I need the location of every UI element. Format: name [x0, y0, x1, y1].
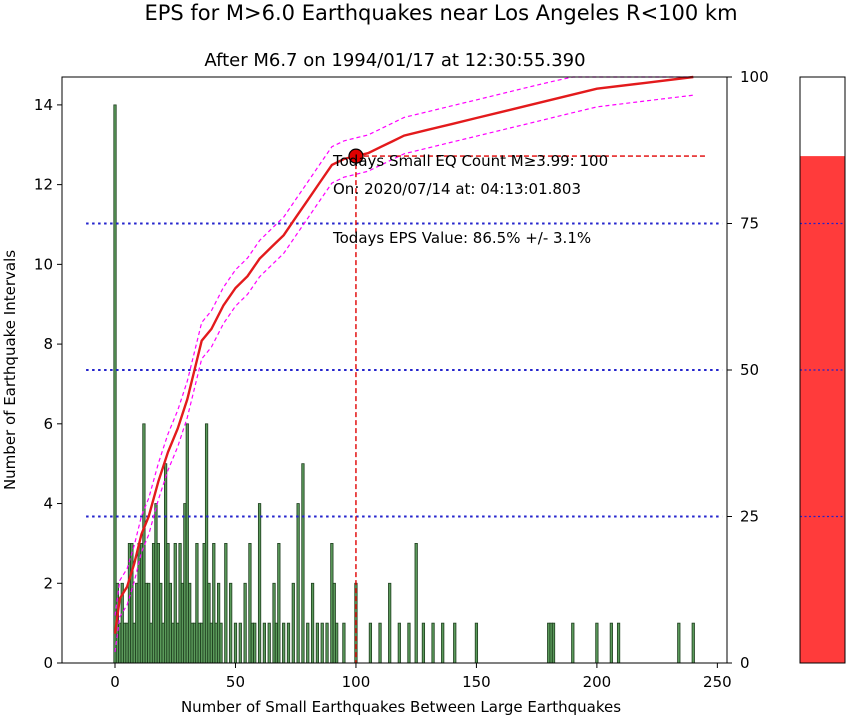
histogram-bar [571, 622, 575, 664]
y-tick-label: 8 [43, 335, 53, 353]
histogram-bar [616, 622, 621, 664]
histogram-bar [368, 622, 373, 664]
eps-gauge [799, 76, 846, 664]
x-tick-label: 0 [110, 673, 120, 691]
annotation-eps: Todays EPS Value: 86.5% +/- 3.1% [332, 229, 591, 247]
y-tick-label: 10 [34, 255, 53, 273]
annotation-date: On: 2020/07/14 at: 04:13:01.803 [333, 180, 581, 198]
current-eps-marker [348, 148, 364, 164]
histogram-bar [441, 622, 445, 664]
histogram-bar [609, 622, 613, 664]
x-tick-label: 200 [583, 673, 612, 691]
histogram-bar [595, 622, 599, 664]
histogram-bar [238, 622, 242, 664]
histogram-bar [233, 622, 238, 664]
histogram-bar [325, 622, 329, 664]
histogram-bar [378, 622, 382, 664]
histogram-bar [296, 503, 300, 664]
histogram-bar [310, 582, 315, 664]
eps-cumulative-curve [113, 75, 694, 634]
histogram-bar [397, 622, 401, 664]
y-axis-label: Number of Earthquake Intervals [1, 250, 19, 490]
chart-subtitle: After M6.7 on 1994/01/17 at 12:30:55.390 [204, 50, 585, 71]
histogram-bar [421, 622, 426, 664]
lower-uncertainty-curve [114, 94, 694, 652]
y2-tick-label: 0 [740, 654, 750, 672]
y-tick-label: 14 [34, 96, 53, 114]
histogram-bar [315, 622, 320, 664]
histogram-bar [219, 622, 223, 664]
histogram-bar [286, 622, 291, 664]
histogram-bar [691, 622, 695, 664]
histogram-bar [267, 622, 271, 664]
histogram-bar [277, 543, 281, 664]
x-tick-label: 50 [226, 673, 245, 691]
chart-title: EPS for M>6.0 Earthquakes near Los Angel… [144, 1, 737, 25]
y-tick-label: 0 [43, 654, 53, 672]
x-tick-label: 150 [462, 673, 491, 691]
y2-tick-label: 75 [740, 215, 759, 233]
y-tick-label: 4 [43, 495, 53, 513]
histogram-bar [414, 543, 418, 664]
y2-tick-label: 25 [740, 508, 759, 526]
histogram-bar [320, 622, 324, 664]
y-tick-label: 12 [34, 176, 53, 194]
histogram-bar [677, 622, 681, 664]
histogram-bar [342, 622, 346, 664]
x-tick-label: 100 [342, 673, 371, 691]
y2-tick-label: 100 [740, 68, 769, 86]
histogram-bar [224, 543, 228, 664]
histogram-bar [551, 622, 556, 664]
histogram-bar [243, 582, 247, 664]
histogram-bar [388, 582, 392, 664]
histogram-bar [407, 622, 411, 664]
histogram-bar [253, 622, 257, 664]
histogram-bar [257, 503, 262, 664]
histogram-bar [113, 104, 117, 664]
y2-tick-label: 50 [740, 361, 759, 379]
y-tick-label: 2 [43, 574, 53, 592]
histogram-bar [262, 622, 266, 664]
histogram-bar [291, 582, 295, 664]
annotation-count: Todays Small EQ Count M≥3.99: 100 [332, 152, 608, 170]
histogram-bar [431, 622, 435, 664]
histogram-bar [282, 622, 286, 664]
histogram-bar [306, 622, 310, 664]
upper-uncertainty-curve [114, 76, 694, 616]
x-axis-label: Number of Small Earthquakes Between Larg… [181, 698, 621, 716]
plot-area: 0 50 100 150 200 250 0 2 4 6 8 10 12 14 0 25 50 75 100 [34, 68, 769, 691]
x-tick-label: 250 [703, 673, 732, 691]
histogram-bar [301, 463, 305, 664]
gauge-fill [800, 156, 845, 664]
y-tick-label: 6 [43, 415, 53, 433]
histogram-bar [335, 622, 339, 664]
gauge-frame [799, 76, 846, 664]
histogram-bar [453, 622, 457, 664]
histogram-bar [474, 622, 479, 664]
histogram-bar [229, 582, 233, 664]
